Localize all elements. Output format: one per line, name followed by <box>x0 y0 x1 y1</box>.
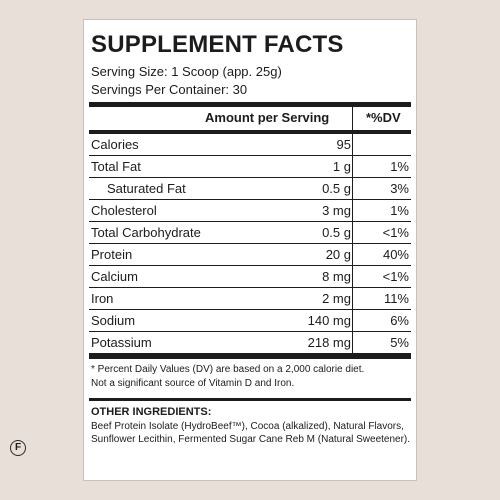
nutrient-name: Saturated Fat <box>107 181 186 196</box>
serving-size: Serving Size: 1 Scoop (app. 25g) <box>91 64 282 79</box>
nutrient-dv: 1% <box>390 159 409 174</box>
supplement-facts-panel <box>83 19 417 481</box>
ingredients-text: Beef Protein Isolate (HydroBeef™), Cocoa… <box>91 421 411 445</box>
nutrient-dv: 6% <box>390 313 409 328</box>
nutrient-dv: 3% <box>390 181 409 196</box>
nutrient-row: Iron 2 mg 11% <box>89 288 411 310</box>
dv-header: *%DV <box>366 110 401 125</box>
nutrient-dv: 1% <box>390 203 409 218</box>
nutrient-amount: 2 mg <box>322 291 351 306</box>
nutrient-dv: 40% <box>382 247 409 262</box>
amount-header: Amount per Serving <box>205 110 330 125</box>
nutrient-row: Calories 95 <box>89 134 411 156</box>
header-column-divider <box>352 107 353 134</box>
nutrient-row: Potassium 218 mg 5% <box>89 332 411 354</box>
servings-per-container: Servings Per Container: 30 <box>91 82 248 97</box>
nutrient-amount: 0.5 g <box>322 225 351 240</box>
nutrient-row: Total Fat 1 g 1% <box>89 156 411 178</box>
nutrient-dv: 11% <box>383 291 409 306</box>
nutrient-name: Total Fat <box>91 159 141 174</box>
nutrient-dv: <1% <box>382 225 409 240</box>
thick-rule-ingredients <box>89 398 411 401</box>
ingredients-title: OTHER INGREDIENTS: <box>91 406 212 418</box>
nutrient-amount: 20 g <box>325 247 351 262</box>
nutrient-row: Calcium 8 mg <1% <box>89 266 411 288</box>
footnote-vitamins: Not a significant source of Vitamin D an… <box>91 378 295 389</box>
nutrient-amount: 95 <box>336 137 351 152</box>
nutrient-row: Sodium 140 mg 6% <box>89 310 411 332</box>
nutrient-name: Iron <box>91 291 114 306</box>
nutrient-amount: 218 mg <box>307 335 351 350</box>
nutrient-amount: 3 mg <box>322 203 351 218</box>
panel-title: SUPPLEMENT FACTS <box>91 31 344 58</box>
thick-rule-header <box>89 130 411 134</box>
nutrient-name: Cholesterol <box>91 203 157 218</box>
footnote-dv: * Percent Daily Values (DV) are based on… <box>91 364 365 375</box>
nutrient-row: Saturated Fat 0.5 g 3% <box>89 178 411 200</box>
nutrient-row: Protein 20 g 40% <box>89 244 411 266</box>
nutrient-name: Sodium <box>91 313 136 328</box>
nutrient-amount: 140 mg <box>307 313 351 328</box>
nutrient-row: Cholesterol 3 mg 1% <box>89 200 411 222</box>
nutrient-name: Calories <box>91 137 139 152</box>
thick-rule-bottom <box>89 354 411 359</box>
nutrient-name: Calcium <box>91 269 138 284</box>
nutrient-name: Total Carbohydrate <box>91 225 201 240</box>
table-column-divider <box>352 134 353 354</box>
brand-logo-icon: F <box>10 440 26 456</box>
thick-rule-top <box>89 102 411 107</box>
nutrient-row: Total Carbohydrate 0.5 g <1% <box>89 222 411 244</box>
nutrient-amount: 1 g <box>332 159 351 174</box>
nutrient-amount: 0.5 g <box>322 181 351 196</box>
nutrient-name: Protein <box>91 247 133 262</box>
nutrient-amount: 8 mg <box>322 269 351 284</box>
nutrient-name: Potassium <box>91 335 152 350</box>
nutrient-dv: 5% <box>390 335 409 350</box>
nutrient-dv: <1% <box>382 269 409 284</box>
